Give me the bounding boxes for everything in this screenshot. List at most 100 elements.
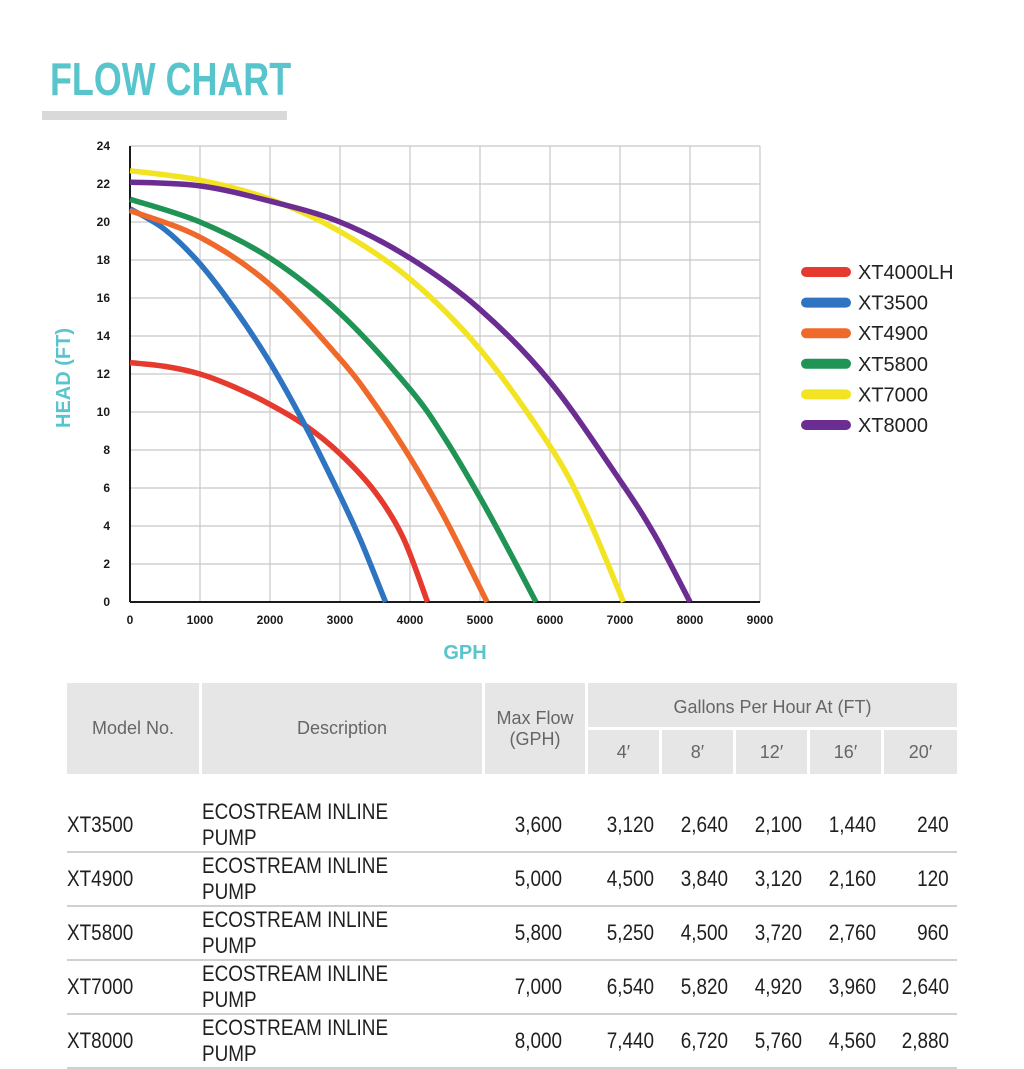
cell-gph-text: 4,920 bbox=[754, 974, 802, 999]
cell-gph-text: 240 bbox=[917, 812, 950, 837]
header-max-flow: Max Flow (GPH) bbox=[485, 683, 588, 777]
cell-gph: 3,120 bbox=[736, 853, 810, 907]
page-title: FLOW CHART bbox=[50, 53, 292, 105]
header-description: Description bbox=[202, 683, 485, 777]
x-tick-label: 2000 bbox=[257, 613, 284, 627]
cell-gph-text: 3,840 bbox=[680, 866, 728, 891]
cell-gph-text: 6,540 bbox=[606, 974, 654, 999]
x-tick-label: 4000 bbox=[397, 613, 424, 627]
cell-description-text: ECOSTREAM INLINE PUMP bbox=[202, 961, 389, 1012]
cell-description-text: ECOSTREAM INLINE PUMP bbox=[202, 799, 389, 850]
table-row: XT7000 ECOSTREAM INLINE PUMP 7,000 6,540 5,8… bbox=[67, 961, 958, 1015]
y-tick-label: 18 bbox=[97, 253, 111, 267]
cell-gph: 2,760 bbox=[810, 907, 884, 961]
cell-gph-text: 5,760 bbox=[754, 1028, 802, 1053]
cell-max-flow: 8,000 bbox=[485, 1015, 588, 1069]
cell-gph: 240 bbox=[884, 799, 958, 853]
table-row: XT3500 ECOSTREAM INLINE PUMP 3,600 3,120 2,6… bbox=[67, 799, 958, 853]
y-tick-label: 8 bbox=[103, 443, 110, 457]
cell-description: ECOSTREAM INLINE PUMP bbox=[202, 853, 485, 907]
legend-label-xt5800: XT5800 bbox=[858, 354, 928, 376]
series-line-xt7000 bbox=[129, 167, 627, 604]
x-tick-label: 7000 bbox=[607, 613, 634, 627]
legend-label-xt7000: XT7000 bbox=[858, 384, 928, 406]
cell-gph-text: 7,440 bbox=[606, 1028, 654, 1053]
x-tick-label: 0 bbox=[127, 613, 134, 627]
table-row: XT4900 ECOSTREAM INLINE PUMP 5,000 4,500 3,8… bbox=[67, 853, 958, 907]
cell-gph: 6,540 bbox=[588, 961, 662, 1015]
header-gph-group: Gallons Per Hour At (FT) bbox=[588, 683, 958, 730]
cell-gph-text: 4,560 bbox=[828, 1028, 876, 1053]
cell-model-text: XT3500 bbox=[67, 812, 134, 837]
cell-gph: 7,440 bbox=[588, 1015, 662, 1069]
cell-gph-text: 2,160 bbox=[828, 866, 876, 891]
cell-max-flow-text: 8,000 bbox=[514, 1028, 562, 1053]
cell-model-text: XT4900 bbox=[67, 866, 134, 891]
cell-max-flow: 5,000 bbox=[485, 853, 588, 907]
x-tick-label: 5000 bbox=[467, 613, 494, 627]
grid bbox=[129, 145, 761, 603]
cell-max-flow: 5,800 bbox=[485, 907, 588, 961]
series-line-xt3500 bbox=[128, 206, 389, 604]
cell-gph: 6,720 bbox=[662, 1015, 736, 1069]
cell-model-text: XT7000 bbox=[67, 974, 134, 999]
series-line-xt5800 bbox=[129, 196, 539, 604]
header-head-16: 16′ bbox=[810, 730, 884, 777]
cell-max-flow-text: 5,800 bbox=[514, 920, 562, 945]
cell-gph-text: 2,640 bbox=[901, 974, 950, 999]
cell-gph: 1,440 bbox=[810, 799, 884, 853]
cell-gph: 5,250 bbox=[588, 907, 662, 961]
y-tick-label: 20 bbox=[97, 215, 111, 229]
y-axis-title: HEAD (FT) bbox=[53, 328, 75, 428]
cell-gph: 960 bbox=[884, 907, 958, 961]
cell-gph: 2,880 bbox=[884, 1015, 958, 1069]
y-tick-label: 14 bbox=[97, 329, 111, 343]
x-tick-label: 3000 bbox=[327, 613, 354, 627]
cell-gph: 3,960 bbox=[810, 961, 884, 1015]
cell-gph-text: 960 bbox=[917, 920, 950, 945]
header-head-20: 20′ bbox=[884, 730, 958, 777]
cell-description: ECOSTREAM INLINE PUMP bbox=[202, 907, 485, 961]
x-axis-title: GPH bbox=[443, 642, 486, 664]
legend-label-xt4000lh: XT4000LH bbox=[858, 262, 954, 284]
cell-gph-text: 5,820 bbox=[680, 974, 728, 999]
y-tick-label: 16 bbox=[97, 291, 111, 305]
tick-labels: 0 1000 2000 3000 4000 5000 6000 7000 8000 9000024… bbox=[97, 139, 774, 627]
cell-gph: 2,160 bbox=[810, 853, 884, 907]
cell-model-text: XT5800 bbox=[67, 920, 134, 945]
cell-model: XT4900 bbox=[67, 853, 202, 907]
y-tick-label: 0 bbox=[103, 595, 110, 609]
table-row: XT8000 ECOSTREAM INLINE PUMP 8,000 7,440 6,7… bbox=[67, 1015, 958, 1069]
y-tick-label: 6 bbox=[103, 481, 110, 495]
cell-gph-text: 4,500 bbox=[680, 920, 728, 945]
cell-max-flow-text: 3,600 bbox=[514, 812, 562, 837]
cell-max-flow: 7,000 bbox=[485, 961, 588, 1015]
cell-gph: 3,720 bbox=[736, 907, 810, 961]
x-tick-label: 9000 bbox=[747, 613, 774, 627]
cell-gph: 3,840 bbox=[662, 853, 736, 907]
header-head-4: 4′ bbox=[588, 730, 662, 777]
cell-gph-text: 2,760 bbox=[828, 920, 876, 945]
cell-gph-text: 2,100 bbox=[754, 812, 802, 837]
cell-gph-text: 5,250 bbox=[606, 920, 654, 945]
y-tick-label: 4 bbox=[103, 519, 110, 533]
flow-chart: 0 1000 2000 3000 4000 5000 6000 7000 8000 9000024… bbox=[53, 139, 954, 664]
cell-gph: 4,560 bbox=[810, 1015, 884, 1069]
cell-gph: 5,820 bbox=[662, 961, 736, 1015]
cell-model: XT8000 bbox=[67, 1015, 202, 1069]
cell-gph: 2,640 bbox=[662, 799, 736, 853]
cell-description: ECOSTREAM INLINE PUMP bbox=[202, 961, 485, 1015]
cell-gph-text: 3,120 bbox=[754, 866, 802, 891]
cell-gph: 5,760 bbox=[736, 1015, 810, 1069]
table-body: XT3500 ECOSTREAM INLINE PUMP 3,600 3,120 2,6… bbox=[67, 777, 958, 1069]
x-tick-label: 6000 bbox=[537, 613, 564, 627]
cell-gph: 4,500 bbox=[588, 853, 662, 907]
cell-gph: 2,640 bbox=[884, 961, 958, 1015]
y-tick-label: 22 bbox=[97, 177, 111, 191]
header-model: Model No. bbox=[67, 683, 202, 777]
cell-gph-text: 2,880 bbox=[901, 1028, 950, 1053]
cell-max-flow: 3,600 bbox=[485, 799, 588, 853]
title-underline bbox=[42, 111, 287, 120]
y-tick-label: 2 bbox=[103, 557, 110, 571]
x-tick-label: 1000 bbox=[187, 613, 214, 627]
